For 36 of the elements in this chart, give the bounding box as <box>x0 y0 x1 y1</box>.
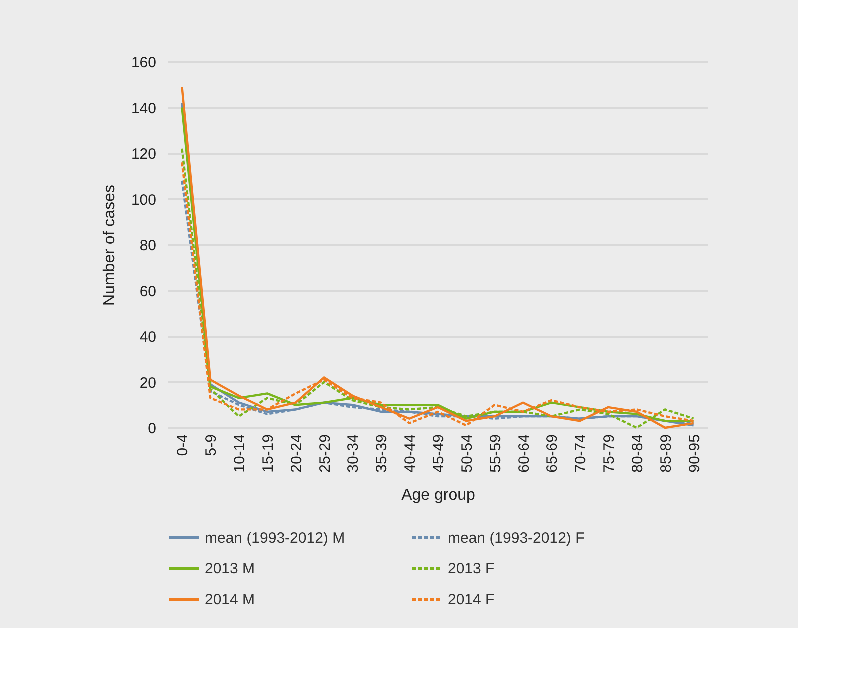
y-tick-label: 160 <box>131 54 156 72</box>
x-tick-label: 80-84 <box>629 434 646 473</box>
x-tick-label: 75-79 <box>601 434 618 473</box>
x-tick-label: 50-54 <box>458 434 476 473</box>
x-tick-label: 90-95 <box>686 434 704 473</box>
legend-label: mean (1993-2012) M <box>205 530 346 547</box>
x-tick-label: 45-49 <box>430 434 448 473</box>
y-tick-label: 0 <box>148 420 156 438</box>
legend-label: 2014 F <box>448 592 495 608</box>
x-tick-label: 55-59 <box>487 434 504 473</box>
x-tick-label: 10-14 <box>232 434 249 473</box>
y-axis-title: Number of cases <box>101 185 118 306</box>
x-tick-label: 0-4 <box>174 434 192 456</box>
x-tick-label: 15-19 <box>260 434 277 473</box>
legend-label: 2013 F <box>448 560 495 578</box>
x-tick-label: 85-89 <box>658 434 675 473</box>
x-tick-label: 70-74 <box>572 434 590 473</box>
y-tick-label: 20 <box>140 374 156 392</box>
x-tick-label: 5-9 <box>203 434 220 456</box>
y-tick-label: 60 <box>140 283 156 300</box>
y-tick-label: 120 <box>131 146 156 163</box>
legend-label: 2013 M <box>205 560 256 578</box>
x-tick-label: 60-64 <box>516 434 533 473</box>
x-tick-label: 25-29 <box>316 434 334 473</box>
x-tick-label: 20-24 <box>288 434 306 473</box>
legend-label: 2014 M <box>205 592 256 608</box>
x-tick-label: 40-44 <box>402 434 420 473</box>
x-axis-title: Age group <box>402 486 476 504</box>
y-tick-label: 80 <box>140 238 156 254</box>
y-tick-label: 40 <box>140 329 156 346</box>
legend-label: mean (1993-2012) F <box>448 530 585 547</box>
x-tick-label: 30-34 <box>345 434 362 473</box>
x-tick-label: 65-69 <box>544 434 562 473</box>
y-tick-label: 140 <box>131 100 156 118</box>
y-tick-label: 100 <box>131 192 156 209</box>
x-tick-label: 35-39 <box>374 434 391 473</box>
